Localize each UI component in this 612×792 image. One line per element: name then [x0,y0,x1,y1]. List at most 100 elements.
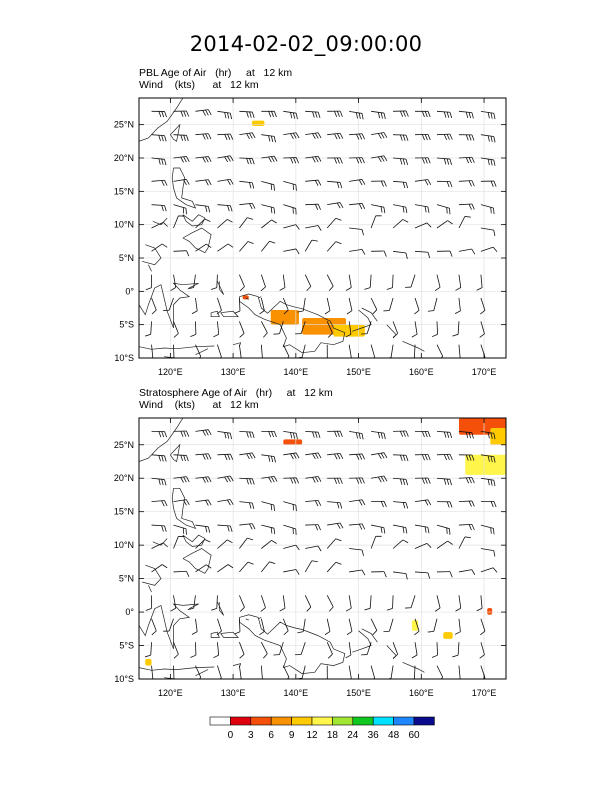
wind-barb [305,499,322,507]
x-tick-label: 130°E [221,367,246,377]
wind-barb [195,133,212,140]
y-tick-label: 10°S [114,674,134,684]
wind-barb [479,642,485,659]
x-tick-label: 140°E [284,688,309,698]
coastline [220,310,239,318]
colorbar-swatch [311,716,333,726]
coastline [170,443,181,463]
wind-barb [458,156,475,164]
wind-barb [259,297,265,315]
wind-barb [173,204,187,215]
wind-barb [195,243,212,252]
wind-barb [151,110,167,118]
wind-barb [327,477,343,484]
wind-barb [151,344,154,358]
wind-barb [436,204,451,215]
wind-barb [405,274,416,288]
wind-barb [349,477,365,484]
wind-barb [195,665,202,679]
wind-barb [480,246,498,253]
wind-barb [151,204,167,212]
wind-barb [295,321,306,335]
wind-barb [392,539,409,549]
wind-barb [261,240,276,252]
wind-barb [217,564,234,573]
wind-barb [371,500,387,508]
wind-barb [187,274,196,290]
coastline [171,167,197,209]
colorbar-swatch [352,716,374,726]
wind-barb [260,665,263,679]
y-tick-label: 5°N [119,253,134,263]
wind-barb [261,110,277,118]
wind-barb [305,452,322,460]
wind-barb [261,501,275,512]
wind-barb [345,595,352,612]
wind-barb [480,180,497,187]
wind-barb [436,157,452,165]
coastline [170,123,181,142]
wind-barb [151,564,168,573]
wind-barb [144,642,152,658]
wind-barb [349,179,366,186]
wind-barb [458,134,475,141]
x-tick-label: 160°E [409,367,434,377]
wind-barb [239,452,256,460]
wind-barb [345,274,352,291]
wind-barb [371,155,388,163]
wind-barb [210,274,218,290]
wind-barb [327,202,344,209]
wind-barb [195,156,212,163]
colorbar-label: 0 [228,730,234,741]
wind-barb [173,178,190,186]
wind-barb [386,344,394,358]
wind-barb [304,239,318,252]
wind-barb [415,250,431,259]
wind-barb [349,569,366,576]
map-panel-pbl: 120°E 130°E 140°E 150°E 160°E 170°E 10°S 5°S 0° 5… [114,97,507,377]
wind-barb [239,202,256,210]
coastline [352,309,372,332]
wind-barb [151,430,167,438]
wind-barb [349,548,364,556]
wind-barb [346,618,353,636]
wind-barb [260,344,263,358]
wind-barb [210,595,218,611]
wind-barb [392,321,399,338]
wind-barb [411,665,416,679]
wind-barb [239,241,254,252]
wind-barb [239,561,254,573]
wind-barb [151,243,168,252]
wind-barb [436,501,453,508]
wind-barb [195,344,202,358]
coastline [139,418,184,462]
wind-barb [414,179,432,186]
colorbar-label: 3 [248,730,254,741]
colorbar-swatch [291,716,313,726]
wind-barb [386,274,394,290]
wind-barb [283,180,297,191]
wind-barb [349,248,366,255]
wind-barb [455,595,462,612]
wind-barb [261,524,276,535]
wind-barb [172,344,175,358]
colorbar-label: 9 [289,730,295,741]
wind-barb [458,248,476,255]
wind-barb [371,475,388,483]
wind-barb [393,571,408,580]
wind-barb [436,133,453,141]
wind-barb [151,477,167,486]
wind-barb [393,501,409,509]
coastline [182,534,206,547]
wind-barb [415,430,431,438]
wind-barb [364,274,372,290]
wind-barb [349,203,366,210]
x-tick-label: 160°E [409,688,434,698]
wind-barb [305,155,322,163]
wind-barb [173,155,190,163]
wind-barb [151,454,167,462]
wind-barb [436,524,451,535]
wind-barb [436,665,444,679]
wind-barb [173,430,190,437]
wind-barb [234,618,241,635]
